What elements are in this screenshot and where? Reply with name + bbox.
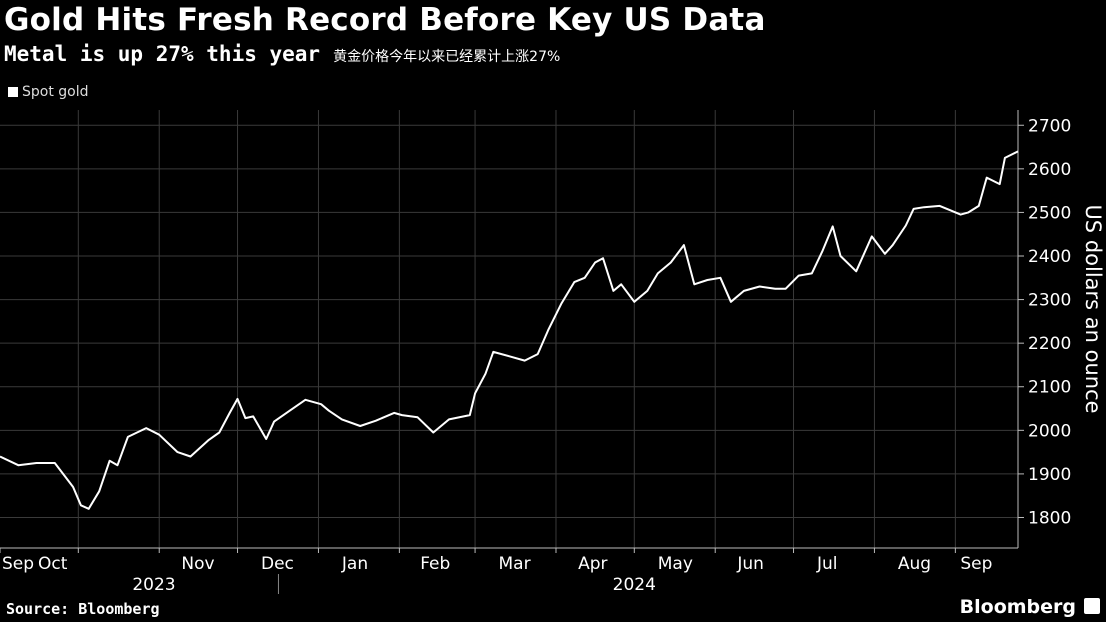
y-tick-label: 2300 xyxy=(1028,291,1071,311)
chart-subtitle: Metal is up 27% this year xyxy=(4,42,321,66)
x-tick-label: Dec xyxy=(261,554,294,574)
x-tick-label: Aug xyxy=(898,554,931,574)
x-tick-label: Sep xyxy=(2,554,34,574)
brand-logo-text: Bloomberg xyxy=(959,596,1076,618)
x-tick-label: Feb xyxy=(420,554,450,574)
x-year-label: 2023 xyxy=(132,575,175,595)
y-tick-label: 2200 xyxy=(1028,334,1071,354)
x-tick-label: May xyxy=(658,554,693,574)
bloomberg-chart-icon xyxy=(1084,598,1100,614)
chart-title: Gold Hits Fresh Record Before Key US Dat… xyxy=(4,2,766,38)
series-line-spot-gold xyxy=(0,150,1019,510)
x-tick-label: Apr xyxy=(578,554,607,574)
y-tick-label: 2000 xyxy=(1028,421,1071,441)
legend-label: Spot gold xyxy=(22,84,89,100)
x-tick-label: Jul xyxy=(816,554,838,574)
y-tick-label: 2500 xyxy=(1028,203,1071,223)
x-tick-label: Nov xyxy=(181,554,214,574)
x-tick-label: Sep xyxy=(960,554,992,574)
y-tick-label: 2100 xyxy=(1028,378,1071,398)
legend: Spot gold xyxy=(8,84,89,100)
y-tick-label: 1900 xyxy=(1028,465,1071,485)
x-tick-label: Mar xyxy=(499,554,531,574)
y-tick-label: 2400 xyxy=(1028,247,1071,267)
x-tick-label: Jan xyxy=(341,554,368,574)
x-tick-label: Jun xyxy=(736,554,764,574)
y-tick-label: 2600 xyxy=(1028,160,1071,180)
x-tick-label: Oct xyxy=(38,554,68,574)
legend-swatch xyxy=(8,87,18,97)
source-note: Source: Bloomberg xyxy=(6,600,160,618)
x-year-label: 2024 xyxy=(613,575,656,595)
y-tick-label: 2700 xyxy=(1028,116,1071,136)
chart-subtitle-chinese: 黄金价格今年以来已经累计上涨27% xyxy=(333,49,561,65)
subtitle-row: Metal is up 27% this year 黄金价格今年以来已经累计上涨… xyxy=(4,42,560,66)
y-tick-label: 1800 xyxy=(1028,508,1071,528)
y-axis-title: US dollars an ounce xyxy=(1081,204,1105,413)
